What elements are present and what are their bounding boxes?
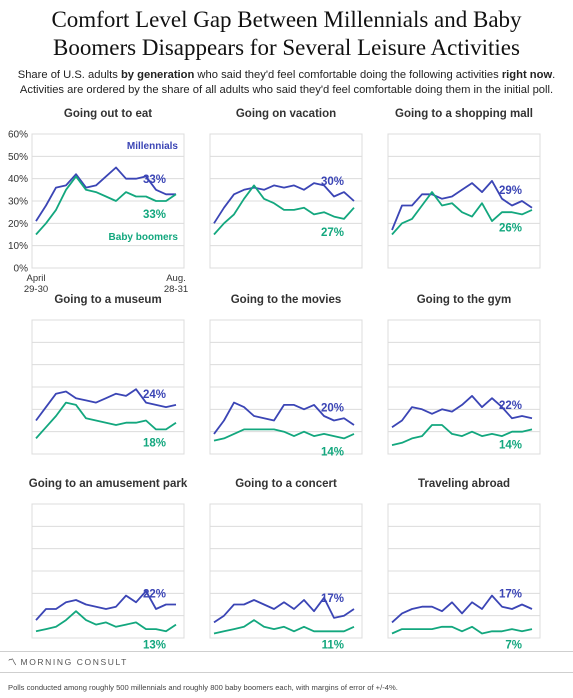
millennials-line	[213, 182, 355, 224]
y-tick-label: 0%	[14, 264, 29, 275]
millennials-line	[213, 596, 355, 624]
millennials-end-label: 17%	[499, 589, 522, 601]
millennials-line	[35, 388, 177, 422]
millennials-line	[35, 590, 176, 621]
panel-title: Going to a concert	[235, 478, 337, 490]
millennials-end-label: 22%	[499, 400, 522, 412]
boomers-line	[35, 401, 177, 439]
divider	[0, 672, 573, 673]
subtitle-line-1: Share of U.S. adults by generation who s…	[0, 68, 573, 83]
y-tick-label: 30%	[8, 197, 28, 208]
millennials-end-label: 20%	[321, 402, 344, 414]
millennials-line	[213, 401, 355, 435]
panel-title: Going out to eat	[64, 108, 152, 120]
boomers-end-label: 14%	[499, 440, 522, 452]
panel-title: Going to the movies	[231, 294, 342, 306]
millennials-end-label: 30%	[321, 176, 344, 188]
millennials-line	[391, 594, 533, 624]
boomers-line	[213, 619, 355, 635]
subtitle-text: .	[552, 69, 556, 81]
x-tick-label: 29-30	[24, 284, 48, 295]
boomers-end-label: 26%	[499, 222, 522, 234]
brand-name: MORNING CONSULT	[20, 657, 128, 667]
boomers-end-label: 18%	[143, 437, 166, 449]
x-tick-label: Aug.	[166, 273, 186, 284]
boomers-end-label: 13%	[143, 639, 166, 651]
y-tick-label: 40%	[8, 174, 28, 185]
brand-mark-icon: 〽	[8, 657, 17, 667]
chart-subtitle: Share of U.S. adults by generation who s…	[0, 68, 573, 98]
boomers-line	[213, 184, 355, 236]
boomers-line	[213, 428, 355, 442]
millennials-end-label: 24%	[143, 389, 166, 401]
subtitle-text: Share of U.S. adults	[17, 69, 121, 81]
millennials-end-label: 29%	[499, 185, 522, 197]
y-tick-label: 60%	[8, 130, 28, 141]
millennials-line	[391, 179, 533, 231]
legend-boomers: Baby boomers	[109, 232, 179, 243]
panel-title: Going to the gym	[417, 294, 512, 306]
millennials-end-label: 22%	[143, 589, 166, 601]
boomers-end-label: 14%	[321, 446, 344, 458]
boomers-line	[391, 625, 533, 635]
subtitle-emphasis: by generation	[120, 69, 195, 81]
legend-millennials: Millennials	[127, 141, 179, 152]
subtitle-line-2: Activities are ordered by the share of a…	[19, 84, 554, 96]
millennials-end-label: 17%	[321, 593, 344, 605]
y-tick-label: 20%	[8, 219, 28, 230]
millennials-line	[35, 166, 176, 222]
boomers-end-label: 11%	[322, 639, 344, 651]
chart-title: Comfort Level Gap Between Millennials an…	[0, 6, 573, 62]
footnote: Polls conducted among roughly 500 millen…	[8, 683, 398, 692]
millennials-line	[391, 394, 533, 428]
title-line-2: Boomers Disappears for Several Leisure A…	[53, 35, 520, 60]
subtitle-text: who said they'd feel comfortable doing t…	[194, 69, 502, 81]
millennials-end-label: 33%	[143, 174, 166, 186]
subtitle-emphasis: right now	[501, 69, 553, 81]
divider	[0, 651, 573, 652]
boomers-end-label: 33%	[143, 209, 166, 221]
boomers-line	[35, 610, 177, 633]
y-tick-label: 50%	[8, 152, 28, 163]
x-tick-label: 28-31	[164, 284, 188, 295]
title-line-1: Comfort Level Gap Between Millennials an…	[51, 7, 522, 32]
boomers-end-label: 27%	[321, 227, 344, 239]
y-tick-label: 10%	[8, 241, 28, 252]
boomers-line	[391, 424, 533, 446]
brand-logo: 〽 MORNING CONSULT	[8, 656, 128, 668]
boomers-end-label: 7%	[505, 639, 522, 651]
panel-title: Going to an amusement park	[29, 478, 188, 490]
x-tick-label: April	[26, 273, 45, 284]
panel-title: Traveling abroad	[418, 478, 510, 490]
panel-title: Going to a museum	[54, 294, 161, 306]
panel-title: Going to a shopping mall	[395, 108, 533, 120]
panel-title: Going on vacation	[236, 108, 336, 120]
boomers-line	[35, 175, 177, 236]
boomers-line	[391, 191, 533, 236]
